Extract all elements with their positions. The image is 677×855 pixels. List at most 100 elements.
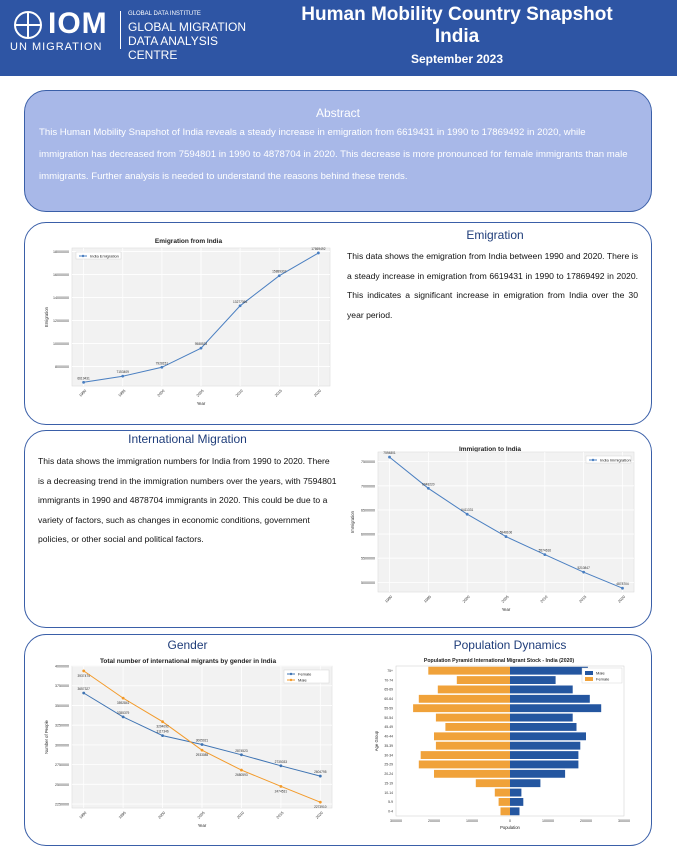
- bar-male-70-74: [510, 676, 556, 684]
- population-title: Population Dynamics: [453, 638, 567, 652]
- bar-female-25-29: [418, 760, 510, 769]
- data-point: [621, 586, 624, 590]
- data-point: [121, 374, 125, 378]
- y-tick-label: 60-64: [384, 697, 393, 701]
- x-axis-label: Year: [198, 823, 207, 828]
- header: IOM UN MIGRATION GLOBAL DATA INSTITUTE G…: [0, 0, 677, 76]
- data-label: 2273910: [314, 805, 327, 809]
- y-tick-label: 3750000: [55, 684, 69, 688]
- y-tick-label: 2500000: [55, 783, 69, 787]
- data-point: [200, 748, 204, 752]
- data-label: 3592841: [117, 701, 130, 705]
- data-point: [316, 251, 320, 255]
- x-tick-label: 2000: [157, 811, 166, 820]
- y-tick-label: 50-54: [384, 716, 393, 720]
- bar-female-55-59: [413, 704, 510, 713]
- y-tick-label: 18000000: [53, 250, 69, 254]
- bar-female-65-69: [437, 685, 510, 694]
- y-tick-label: 65-69: [384, 688, 393, 692]
- legend-marker: [591, 458, 595, 462]
- y-tick-label: 8000000: [55, 365, 69, 369]
- y-tick-label: 35-39: [384, 744, 393, 748]
- data-label: 5948106: [500, 531, 513, 535]
- bar-female-20-24: [434, 769, 510, 778]
- y-tick-label: 5500000: [361, 557, 375, 561]
- y-tick-label: 3000000: [55, 743, 69, 747]
- x-tick-label: 2010: [235, 389, 244, 398]
- data-point: [121, 696, 125, 700]
- logo-centre-line1: GLOBAL MIGRATION: [128, 20, 247, 34]
- bar-female-70-74: [456, 676, 510, 684]
- y-tick-label: 25-29: [384, 763, 393, 767]
- x-tick-label: 2000: [462, 595, 471, 604]
- y-tick-label: 55-59: [384, 706, 393, 710]
- data-label: 5574616: [539, 549, 552, 553]
- x-tick-label: 2015: [579, 595, 588, 604]
- data-point: [160, 365, 164, 369]
- un-globe-icon: [14, 11, 42, 39]
- y-tick-label: 40-44: [384, 735, 393, 739]
- abstract-panel: Abstract This Human Mobility Snapshot of…: [24, 90, 652, 212]
- data-point: [199, 346, 203, 350]
- immigration-title: International Migration: [128, 432, 247, 446]
- legend-box: [283, 669, 330, 684]
- y-tick-label: 14000000: [53, 296, 69, 300]
- y-tick-label: 3500000: [55, 704, 69, 708]
- y-tick-label: 2750000: [55, 763, 69, 767]
- y-tick-label: 10000000: [53, 342, 69, 346]
- gender-chart: Total number of international migrants b…: [38, 652, 338, 835]
- y-tick-label: 16000000: [53, 273, 69, 277]
- x-tick-label: 2020: [617, 595, 626, 604]
- y-tick-label: 45-49: [384, 725, 393, 729]
- bar-male-35-39: [510, 741, 581, 750]
- y-axis-label: Number of People: [44, 719, 49, 753]
- legend-swatch: [585, 677, 593, 681]
- x-tick-label: 300000: [618, 819, 630, 823]
- data-point: [426, 486, 430, 490]
- y-tick-label: 7000000: [361, 484, 375, 488]
- data-label: 2474531: [275, 789, 288, 793]
- x-tick-label: 1990: [384, 595, 393, 604]
- y-tick-label: 0-4: [388, 810, 393, 814]
- y-tick-label: 3250000: [55, 724, 69, 728]
- data-label: 7594801: [383, 451, 396, 455]
- bar-male-75+: [510, 666, 588, 675]
- y-tick-label: 10-14: [384, 791, 393, 795]
- bar-male-65-69: [510, 685, 573, 694]
- data-point: [238, 304, 242, 308]
- y-tick-label: 15-19: [384, 781, 393, 785]
- population-pyramid-chart: Population Pyramid International Migrant…: [368, 652, 630, 837]
- data-point: [82, 380, 86, 384]
- bar-male-40-44: [510, 732, 586, 741]
- data-point: [161, 734, 164, 738]
- legend-label: Male: [298, 678, 307, 683]
- x-tick-label: 0: [509, 819, 511, 823]
- y-tick-label: 30-34: [384, 753, 393, 757]
- page-date: September 2023: [410, 52, 504, 66]
- x-tick-label: 2020: [313, 389, 322, 398]
- data-point: [504, 535, 508, 538]
- bar-male-10-14: [510, 788, 522, 797]
- data-label: 13277366: [233, 300, 247, 304]
- data-point: [582, 570, 586, 574]
- data-label: 2604795: [314, 770, 327, 774]
- x-tick-label: 100000: [466, 819, 478, 823]
- y-tick-label: 6500000: [361, 508, 375, 512]
- bar-female-5-9: [498, 798, 510, 806]
- x-tick-label: 2015: [276, 811, 285, 820]
- immigration-text: This data shows the immigration numbers …: [38, 456, 337, 544]
- data-label: 2680593: [235, 773, 248, 777]
- legend-label: India Emigration: [90, 254, 119, 259]
- iom-logo: IOM UN MIGRATION GLOBAL DATA INSTITUTE G…: [10, 7, 260, 62]
- x-tick-label: 100000: [542, 819, 554, 823]
- bar-female-60-64: [418, 694, 510, 703]
- y-tick-label: 5000000: [361, 581, 375, 585]
- page-title-line2: India: [434, 26, 480, 47]
- x-axis-label: Year: [197, 401, 206, 406]
- data-label: 3355379: [117, 711, 130, 715]
- data-label: 2933085: [196, 753, 209, 757]
- data-label: 2874523: [235, 749, 248, 753]
- y-tick-label: 5-9: [388, 800, 393, 804]
- bar-male-0-4: [510, 807, 520, 816]
- y-tick-label: 70-74: [384, 678, 393, 682]
